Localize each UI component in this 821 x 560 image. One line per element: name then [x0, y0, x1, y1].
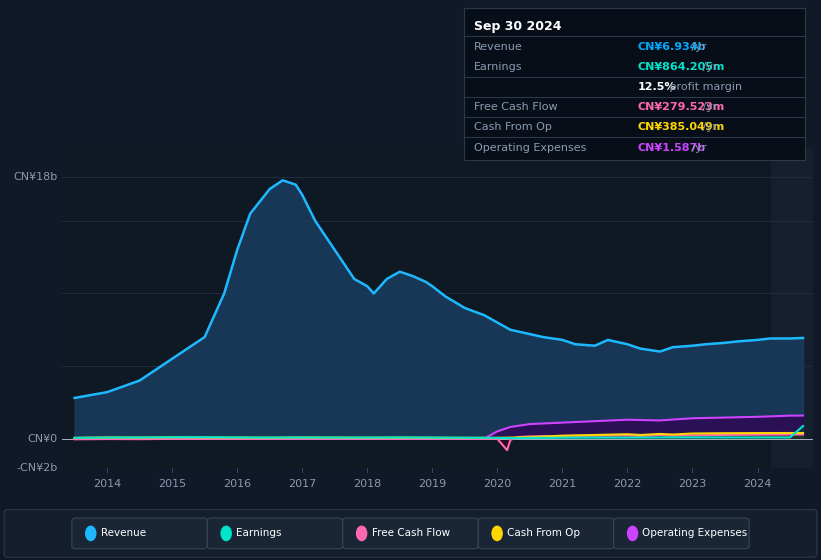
- Text: CN¥385.049m: CN¥385.049m: [638, 122, 725, 132]
- Text: /yr: /yr: [699, 62, 718, 72]
- Text: 2023: 2023: [678, 479, 707, 489]
- Text: 2018: 2018: [353, 479, 382, 489]
- Text: /yr: /yr: [688, 142, 706, 152]
- Text: /yr: /yr: [699, 122, 718, 132]
- Text: 2021: 2021: [548, 479, 576, 489]
- Text: 2022: 2022: [613, 479, 642, 489]
- Text: 2014: 2014: [93, 479, 122, 489]
- Text: Earnings: Earnings: [474, 62, 522, 72]
- Text: 2015: 2015: [158, 479, 186, 489]
- Text: 2016: 2016: [223, 479, 251, 489]
- Text: 2019: 2019: [418, 479, 447, 489]
- Text: 2024: 2024: [743, 479, 772, 489]
- Text: profit margin: profit margin: [666, 82, 741, 92]
- Text: /yr: /yr: [688, 41, 706, 52]
- Text: Operating Expenses: Operating Expenses: [643, 529, 748, 538]
- Text: CN¥864.205m: CN¥864.205m: [638, 62, 725, 72]
- Bar: [771, 148, 813, 468]
- Text: 12.5%: 12.5%: [638, 82, 677, 92]
- Text: Sep 30 2024: Sep 30 2024: [474, 20, 562, 33]
- Text: CN¥0: CN¥0: [27, 433, 57, 444]
- Text: Cash From Op: Cash From Op: [507, 529, 580, 538]
- Text: Operating Expenses: Operating Expenses: [474, 142, 586, 152]
- Text: CN¥6.934b: CN¥6.934b: [638, 41, 706, 52]
- Text: CN¥279.523m: CN¥279.523m: [638, 102, 725, 112]
- Text: Revenue: Revenue: [474, 41, 522, 52]
- Text: -CN¥2b: -CN¥2b: [16, 463, 57, 473]
- Text: 2017: 2017: [288, 479, 316, 489]
- Text: CN¥1.587b: CN¥1.587b: [638, 142, 706, 152]
- Text: 2020: 2020: [484, 479, 511, 489]
- Text: Earnings: Earnings: [236, 529, 282, 538]
- Text: CN¥18b: CN¥18b: [13, 172, 57, 183]
- Text: Free Cash Flow: Free Cash Flow: [474, 102, 557, 112]
- Text: Revenue: Revenue: [100, 529, 145, 538]
- Text: Free Cash Flow: Free Cash Flow: [372, 529, 450, 538]
- Text: /yr: /yr: [699, 102, 718, 112]
- Text: Cash From Op: Cash From Op: [474, 122, 552, 132]
